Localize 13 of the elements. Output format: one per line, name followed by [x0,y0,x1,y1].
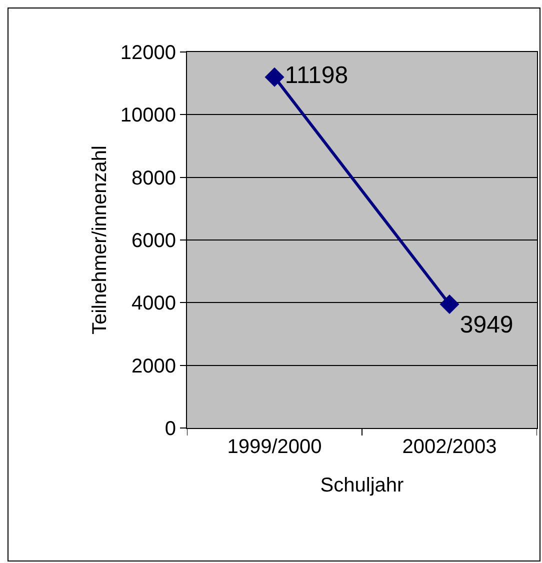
y-tick-label: 8000 [132,167,176,190]
y-tick-label: 0 [164,418,176,440]
y-tick-label: 2000 [132,355,176,378]
y-tick-label: 6000 [132,230,176,252]
x-tick-label: 1999/2000 [227,436,322,458]
data-label: 11198 [284,62,348,90]
y-tick-label: 4000 [132,292,176,315]
data-label: 3949 [460,312,514,339]
y-tick-label: 10000 [120,104,176,127]
x-tick-label: 2002/2003 [402,436,497,458]
y-tick-label: 12000 [120,42,176,64]
x-axis-title: Schuljahr [320,474,404,496]
y-axis-title: Teilnehmer/innenzahl [88,145,111,335]
